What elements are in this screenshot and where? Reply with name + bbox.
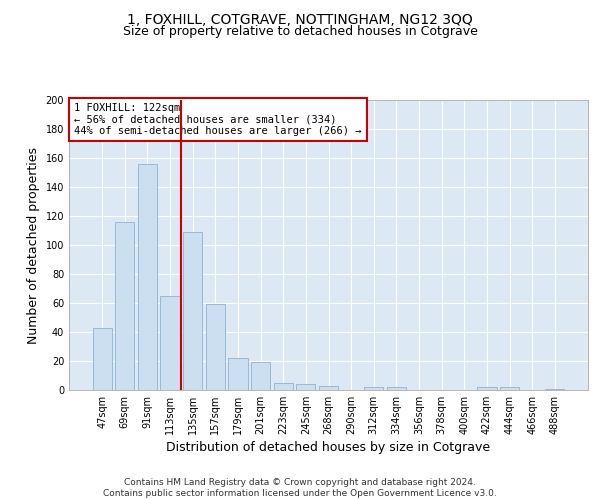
Bar — [229, 358, 248, 390]
Bar — [274, 383, 293, 390]
Bar — [364, 387, 383, 390]
Bar — [138, 164, 157, 390]
Bar — [387, 387, 406, 390]
Bar — [92, 328, 112, 390]
Text: 1 FOXHILL: 122sqm
← 56% of detached houses are smaller (334)
44% of semi-detache: 1 FOXHILL: 122sqm ← 56% of detached hous… — [74, 103, 362, 136]
Bar — [500, 387, 519, 390]
Text: Contains HM Land Registry data © Crown copyright and database right 2024.
Contai: Contains HM Land Registry data © Crown c… — [103, 478, 497, 498]
X-axis label: Distribution of detached houses by size in Cotgrave: Distribution of detached houses by size … — [166, 441, 491, 454]
Text: 1, FOXHILL, COTGRAVE, NOTTINGHAM, NG12 3QQ: 1, FOXHILL, COTGRAVE, NOTTINGHAM, NG12 3… — [127, 12, 473, 26]
Bar — [160, 296, 180, 390]
Text: Size of property relative to detached houses in Cotgrave: Size of property relative to detached ho… — [122, 25, 478, 38]
Bar — [183, 232, 202, 390]
Bar — [206, 304, 225, 390]
Bar — [115, 222, 134, 390]
Bar — [319, 386, 338, 390]
Bar — [545, 388, 565, 390]
Bar — [296, 384, 316, 390]
Bar — [477, 387, 497, 390]
Y-axis label: Number of detached properties: Number of detached properties — [27, 146, 40, 344]
Bar — [251, 362, 270, 390]
